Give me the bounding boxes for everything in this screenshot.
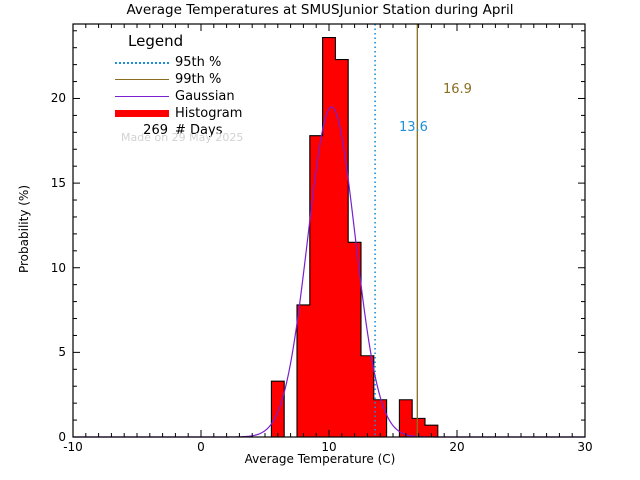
y-tick-label: 0: [58, 430, 66, 444]
chart-title: Average Temperatures at SMUSJunior Stati…: [126, 2, 514, 18]
legend-item-95th: 95th %: [113, 54, 323, 71]
y-tick-label: 5: [58, 345, 66, 360]
legend-item-label: Histogram: [175, 106, 243, 121]
legend-item-label: Gaussian: [175, 89, 235, 104]
x-tick-label: 10: [321, 440, 337, 454]
x-tick-label: -10: [63, 440, 83, 454]
filled-bar-key-icon: [113, 107, 171, 121]
legend-item-gaussian: Gaussian: [113, 88, 323, 105]
y-tick-label: 15: [50, 176, 66, 191]
legend-item-histogram: Histogram: [113, 105, 323, 122]
dotted-line-key-icon: [113, 56, 171, 70]
legend-title: Legend: [128, 32, 184, 50]
legend-item-days: 269 # Days: [113, 122, 323, 139]
histogram-outline: [270, 36, 451, 438]
watermark: Made on 29 May 2025: [121, 131, 244, 144]
legend-item-label: 95th %: [175, 55, 222, 70]
solid-line-key-icon: [113, 90, 171, 104]
x-tick-label: 0: [197, 440, 205, 454]
y-tick-label: 10: [50, 260, 66, 275]
legend-item-label: 99th %: [175, 72, 222, 87]
x-tick-label: 30: [577, 440, 593, 454]
solid-line-key-icon: [113, 73, 171, 87]
days-count-label: # Days: [175, 123, 223, 138]
y-tick-label: 20: [50, 91, 66, 106]
x-axis-label: Average Temperature (C): [244, 452, 396, 466]
histogram-bars: [271, 37, 438, 437]
y-axis-label: Probability (%): [17, 185, 31, 274]
percentile-99-label: 16.9: [443, 82, 472, 97]
legend-item-99th: 99th %: [113, 71, 323, 88]
legend: Legend 95th % 99th % Gaussian Histogram …: [113, 32, 323, 139]
x-tick-label: 20: [449, 440, 465, 454]
percentile-95-label: 13.6: [399, 120, 428, 135]
days-count-value: 269: [143, 123, 168, 138]
